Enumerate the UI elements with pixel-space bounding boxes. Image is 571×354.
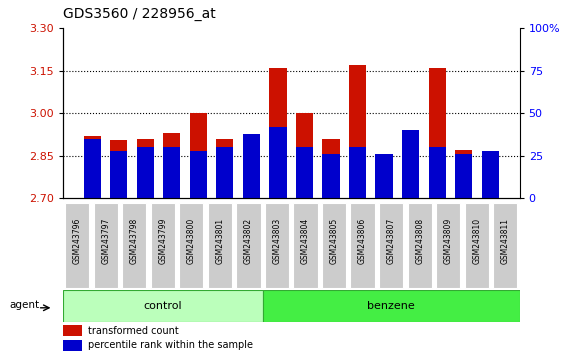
Bar	[190, 113, 207, 198]
Text: GSM243801: GSM243801	[215, 218, 224, 264]
Bar	[402, 197, 419, 198]
Text: GSM243809: GSM243809	[444, 218, 453, 264]
FancyBboxPatch shape	[236, 202, 260, 288]
Bar	[63, 340, 82, 351]
Text: GSM243805: GSM243805	[329, 218, 339, 264]
Text: GSM243806: GSM243806	[358, 218, 367, 264]
Bar	[136, 139, 154, 198]
Bar	[270, 68, 287, 198]
Bar	[243, 146, 260, 198]
Bar	[349, 65, 366, 198]
Text: benzene: benzene	[367, 301, 415, 311]
FancyBboxPatch shape	[263, 290, 520, 322]
Text: GSM243811: GSM243811	[501, 218, 510, 264]
Bar	[296, 113, 313, 198]
Bar	[455, 150, 472, 198]
Text: GSM243810: GSM243810	[472, 218, 481, 264]
Text: transformed count: transformed count	[89, 326, 179, 336]
FancyBboxPatch shape	[465, 202, 489, 288]
Bar	[349, 147, 366, 198]
Text: GSM243804: GSM243804	[301, 218, 310, 264]
FancyBboxPatch shape	[122, 202, 146, 288]
Bar	[136, 147, 154, 198]
Bar	[428, 147, 446, 198]
Bar	[163, 147, 180, 198]
Text: GSM243808: GSM243808	[415, 218, 424, 264]
Bar	[243, 134, 260, 198]
FancyBboxPatch shape	[293, 202, 317, 288]
Text: GDS3560 / 228956_at: GDS3560 / 228956_at	[63, 7, 216, 21]
FancyBboxPatch shape	[436, 202, 460, 288]
Bar	[63, 325, 82, 336]
FancyBboxPatch shape	[151, 202, 175, 288]
Text: GSM243796: GSM243796	[73, 218, 82, 264]
FancyBboxPatch shape	[379, 202, 403, 288]
Bar	[83, 136, 101, 198]
FancyBboxPatch shape	[94, 202, 118, 288]
FancyBboxPatch shape	[322, 202, 346, 288]
Bar	[216, 147, 234, 198]
FancyBboxPatch shape	[63, 290, 263, 322]
FancyBboxPatch shape	[65, 202, 89, 288]
Bar	[455, 154, 472, 198]
Text: GSM243798: GSM243798	[130, 218, 139, 264]
FancyBboxPatch shape	[351, 202, 375, 288]
Bar	[428, 68, 446, 198]
Text: control: control	[143, 301, 182, 311]
Bar	[216, 139, 234, 198]
FancyBboxPatch shape	[408, 202, 432, 288]
Text: GSM243797: GSM243797	[101, 218, 110, 264]
Text: GSM243802: GSM243802	[244, 218, 253, 264]
Bar	[323, 139, 340, 198]
Bar	[296, 147, 313, 198]
FancyBboxPatch shape	[265, 202, 289, 288]
Bar	[376, 164, 393, 198]
Text: GSM243807: GSM243807	[387, 218, 396, 264]
FancyBboxPatch shape	[493, 202, 517, 288]
Bar	[190, 151, 207, 198]
Text: agent: agent	[9, 299, 39, 310]
Bar	[163, 133, 180, 198]
Bar	[481, 156, 499, 198]
Bar	[402, 130, 419, 198]
Bar	[376, 154, 393, 198]
Text: GSM243799: GSM243799	[158, 218, 167, 264]
Bar	[110, 140, 127, 198]
FancyBboxPatch shape	[208, 202, 232, 288]
Bar	[83, 139, 101, 198]
Bar	[110, 151, 127, 198]
Text: GSM243800: GSM243800	[187, 218, 196, 264]
Bar	[270, 127, 287, 198]
Text: GSM243803: GSM243803	[272, 218, 282, 264]
Bar	[323, 154, 340, 198]
FancyBboxPatch shape	[179, 202, 203, 288]
Bar	[481, 151, 499, 198]
Text: percentile rank within the sample: percentile rank within the sample	[89, 341, 254, 350]
